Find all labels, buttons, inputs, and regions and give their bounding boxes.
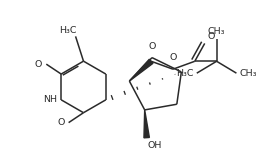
Text: H₃C: H₃C: [176, 69, 194, 78]
Text: H₃C: H₃C: [59, 26, 76, 35]
Text: CH₃: CH₃: [239, 69, 257, 78]
Text: O: O: [208, 32, 215, 41]
Text: OH: OH: [148, 141, 162, 150]
Text: O: O: [148, 42, 156, 51]
Polygon shape: [129, 59, 153, 81]
Text: CH₃: CH₃: [208, 28, 225, 36]
Text: O: O: [35, 60, 42, 69]
Text: NH: NH: [43, 95, 57, 104]
Text: O: O: [169, 53, 177, 62]
Text: O: O: [57, 118, 65, 127]
Polygon shape: [144, 110, 149, 138]
